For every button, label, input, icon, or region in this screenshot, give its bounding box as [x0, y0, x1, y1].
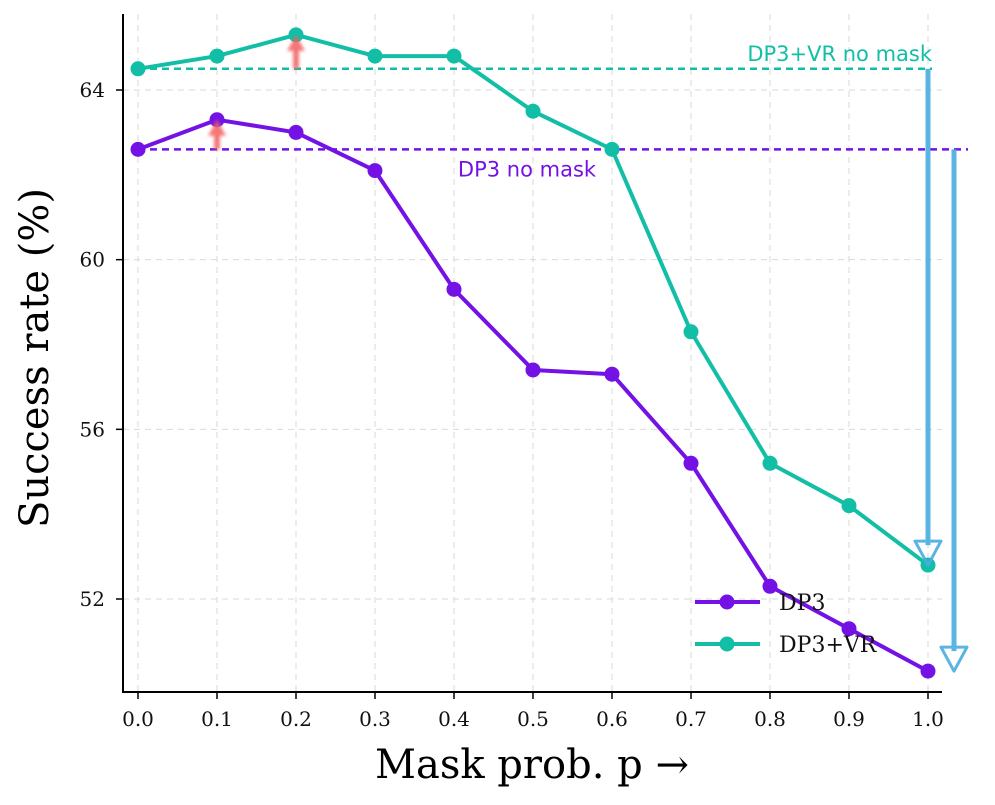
dp3-point — [446, 281, 462, 297]
improvement-arrow — [287, 34, 305, 69]
legend-dp3-vr-marker — [719, 636, 735, 652]
dp3-vr-point — [130, 61, 146, 77]
x-tick-label: 0.1 — [201, 707, 233, 731]
x-tick-label: 0.2 — [280, 707, 312, 731]
dp3-point — [920, 663, 936, 679]
dp3-vr-point — [841, 498, 857, 514]
dp3-point — [604, 366, 620, 382]
improvement-arrow-head — [208, 119, 226, 136]
axes — [122, 14, 942, 693]
dp3-point — [367, 163, 383, 179]
dp3-vr-point — [209, 48, 225, 64]
y-tick-label: 60 — [80, 248, 105, 272]
y-tick-label: 56 — [80, 417, 105, 441]
dp3-vr-no-mask-label: DP3+VR no mask — [747, 42, 933, 66]
x-tick-label: 0.0 — [122, 707, 154, 731]
x-tick-label: 1.0 — [912, 707, 944, 731]
drop-arrow-head — [913, 539, 943, 567]
performance-drop-arrow — [939, 149, 969, 673]
dp3-vr-point — [525, 103, 541, 119]
reference-labels: DP3+VR no mask DP3 no mask — [458, 42, 933, 182]
legend: DP3 DP3+VR — [695, 591, 878, 658]
x-tick-label: 0.8 — [754, 707, 786, 731]
arrows-layer — [208, 34, 969, 673]
performance-drop-arrow — [913, 68, 943, 567]
dp3-point — [841, 621, 857, 637]
legend-dp3-marker — [719, 594, 735, 610]
dp3-point — [525, 362, 541, 378]
improvement-arrow-head — [287, 34, 305, 51]
dp3-vr-point — [367, 48, 383, 64]
legend-dp3-vr-label: DP3+VR — [779, 633, 878, 658]
dp3-vr-point — [762, 455, 778, 471]
dp3-point — [762, 578, 778, 594]
x-tick-label: 0.7 — [675, 707, 707, 731]
y-axis-title: Success rate (%) — [12, 188, 58, 528]
dp3-vr-point — [683, 324, 699, 340]
x-tick-label: 0.5 — [517, 707, 549, 731]
drop-arrow-head — [939, 645, 969, 673]
legend-dp3-label: DP3 — [779, 591, 825, 616]
x-tick-label: 0.4 — [438, 707, 470, 731]
ticks: 0.0 0.1 0.2 0.3 0.4 0.5 0.6 0.7 0.8 0.9 1.0 52 56 60 6… — [80, 78, 944, 731]
x-tick-label: 0.3 — [359, 707, 391, 731]
dp3-point — [130, 141, 146, 157]
dp3-vr-point — [604, 141, 620, 157]
improvement-arrow — [208, 119, 226, 150]
dp3-vr-point — [446, 48, 462, 64]
grid — [123, 14, 942, 692]
x-tick-label: 0.9 — [833, 707, 865, 731]
y-tick-label: 52 — [80, 587, 105, 611]
series-layer — [130, 27, 936, 679]
dp3-point — [683, 455, 699, 471]
dp3-point — [288, 124, 304, 140]
dp3-no-mask-label: DP3 no mask — [458, 157, 597, 181]
x-axis-title: Mask prob. p → — [375, 742, 689, 788]
reference-lines — [138, 67, 968, 151]
x-tick-label: 0.6 — [596, 707, 628, 731]
y-tick-label: 64 — [80, 78, 105, 102]
